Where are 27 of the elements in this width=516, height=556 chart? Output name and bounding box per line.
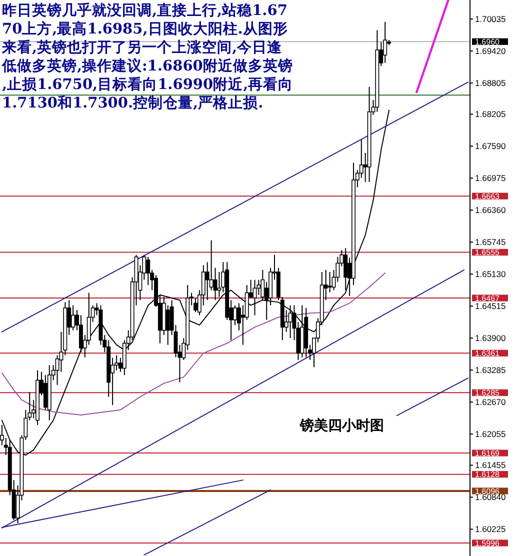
y-tick-label: 1.67590 [475, 141, 506, 152]
ref-line-label: 1.6128 [475, 470, 500, 480]
ref-line-label: 1.6467 [475, 294, 500, 303]
y-tick-label: 1.63285 [475, 365, 506, 376]
y-tick-label: 1.64515 [475, 301, 506, 312]
y-tick-label: 1.60225 [475, 524, 506, 534]
text: 镑美四小时图 [299, 417, 384, 434]
ref-line-label: 1.6960 [475, 38, 500, 47]
y-tick-label: 1.68205 [475, 109, 506, 120]
annotation: 昨日英镑几乎就没回调,直接上行,站稳1.6770上方,最高1.6985,日图收大阳柱.从图形来看,英镑也打开了另一个上涨空间,今日逢低做多英镑,操作建议:1.6860附近做多英镑,止损1.6750,目标看向1.6990附近,再看向1.7130和1.7300.控制仓量,严格止损. [1, 2, 294, 112]
y-tick-label: 1.63900 [475, 333, 506, 344]
y-tick-label: 1.65130 [475, 269, 506, 280]
y-tick-label: 1.66975 [475, 173, 506, 184]
y-tick-label: 1.62670 [475, 397, 506, 408]
ref-line-label: 1.5996 [475, 538, 500, 548]
ref-line-label: 1.6285 [475, 388, 500, 398]
ref-line-label: 1.6361 [475, 349, 500, 358]
y-tick-label: 1.65745 [475, 237, 506, 248]
ref-line-label: 1.6663 [475, 192, 500, 201]
y-tick-label: 1.69420 [475, 46, 506, 56]
y-tick-label: 1.70035 [475, 14, 506, 24]
y-tick-label: 1.61455 [475, 460, 506, 470]
y-tick-label: 1.66360 [475, 205, 506, 216]
ref-line-label: 1.6555 [475, 248, 500, 258]
y-tick-label: 1.62055 [475, 429, 506, 440]
ref-line-label: 1.6169 [475, 448, 500, 458]
y-tick-label: 1.68805 [475, 78, 506, 88]
